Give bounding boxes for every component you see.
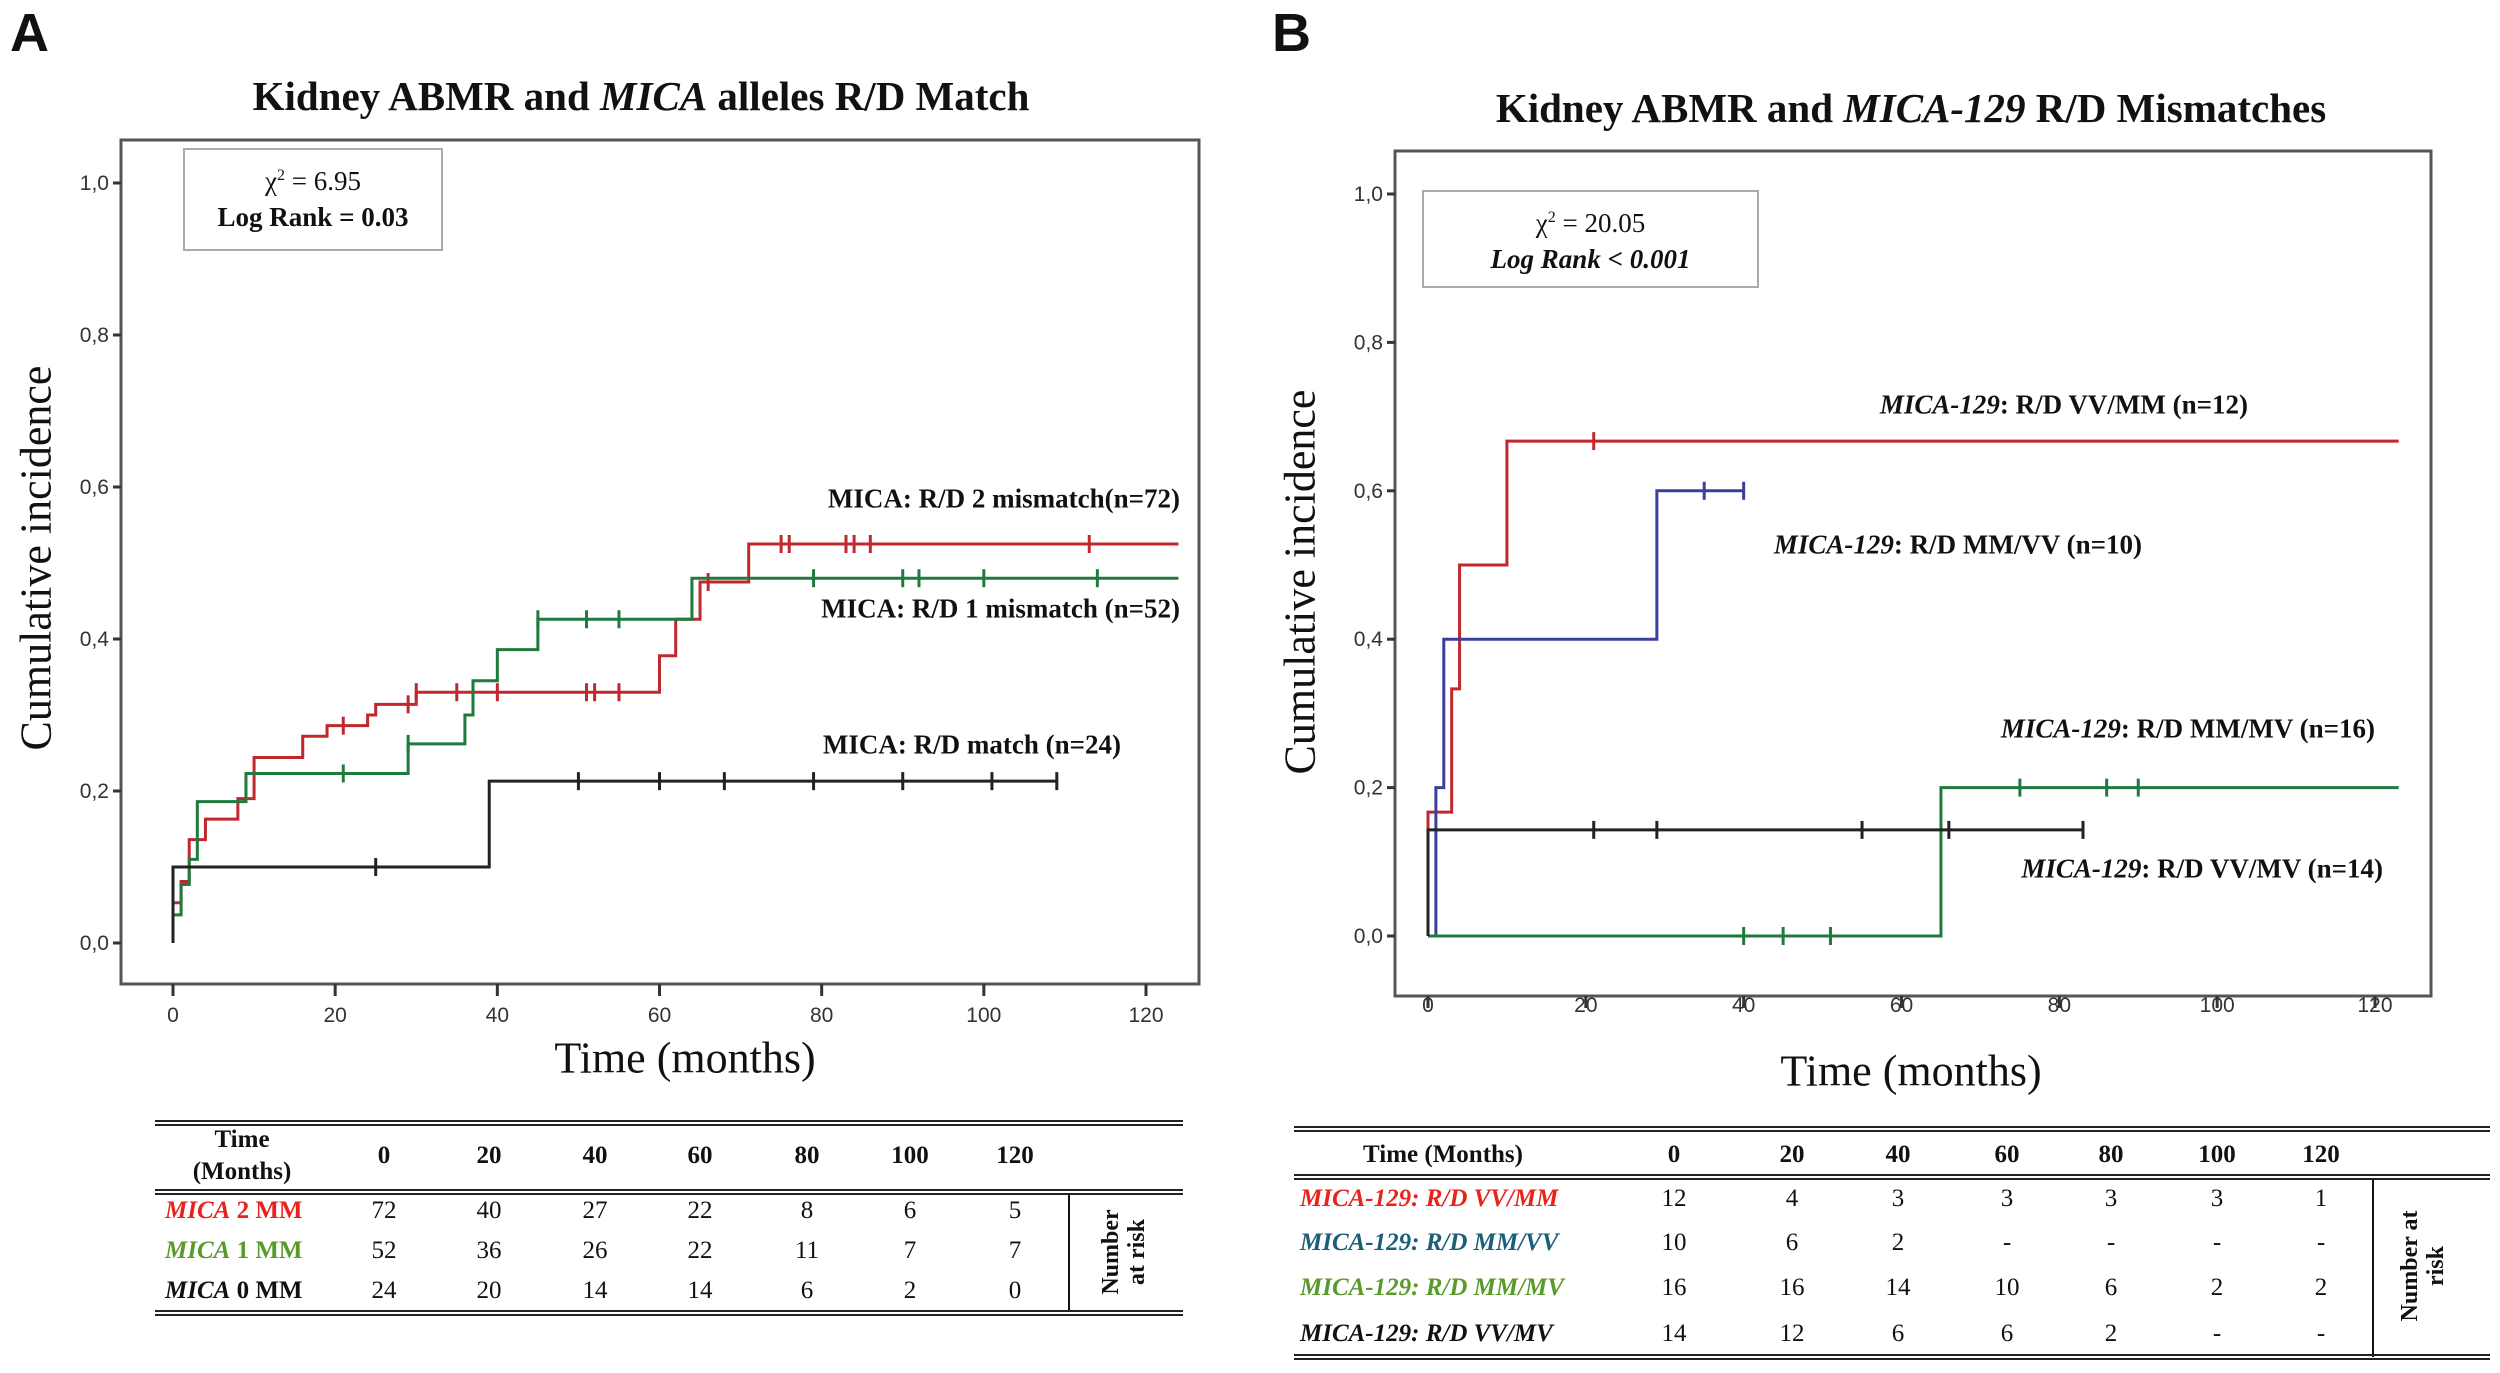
panel-label-b: B <box>1272 3 1311 63</box>
km-curve-1 <box>1428 489 1744 938</box>
x-tick-label: 80 <box>2048 994 2071 1017</box>
log-rank: Log Rank = 0.03 <box>217 202 409 232</box>
annotation-match: MICA: R/D match (n=24) <box>822 729 1121 760</box>
x-tick-label: 80 <box>810 1004 833 1027</box>
chart-title-b: Kidney ABMR and MICA-129 R/D Mismatches <box>1496 84 2326 132</box>
title-text: alleles R/D Match <box>707 73 1030 119</box>
x-axis-label-a: Time (months) <box>554 1033 816 1083</box>
chart-a: 0,0 0,2 0,4 0,6 0,8 1,0 0 20 40 60 80 100 120 <box>80 138 1201 1027</box>
plot-frame <box>1393 149 2433 998</box>
chi-sup: 2 <box>1547 209 1556 226</box>
text: : R/D MM/VV (n=10) <box>1893 529 2142 560</box>
y-tick-label: 0,8 <box>80 324 109 347</box>
panel-label-a: A <box>10 3 49 63</box>
x-tick-label: 120 <box>2357 994 2392 1017</box>
text: : R/D MM/MV (n=16) <box>2120 713 2375 744</box>
chi-square: χ2 = 20.05 <box>1424 200 1757 241</box>
x-tick-label: 20 <box>323 1004 346 1027</box>
x-tick-label: 100 <box>2200 994 2235 1017</box>
x-tick-label: 20 <box>1574 994 1597 1017</box>
gene: MICA-129 <box>1879 389 2000 420</box>
y-tick-label: 1,0 <box>80 172 109 195</box>
text: : R/D VV/MV (n=14) <box>2141 853 2383 884</box>
x-tick-label: 100 <box>966 1004 1001 1027</box>
text: : R/D VV/MM (n=12) <box>1999 389 2248 420</box>
gene: MICA-129 <box>2000 713 2121 744</box>
y-tick-label: 0,6 <box>80 476 109 499</box>
gene: MICA-129 <box>2021 853 2142 884</box>
chi-value: = 20.05 <box>1555 208 1646 238</box>
y-tick-label: 1,0 <box>1354 183 1383 206</box>
y-axis-label-b: Cumulative incidence <box>1275 389 1325 775</box>
chi-square: χ2 = 6.95 <box>185 158 441 199</box>
x-tick-label: 120 <box>1128 1004 1163 1027</box>
y-tick-label: 0,4 <box>80 628 110 651</box>
km-curve-2 <box>171 779 1057 943</box>
chi-value: = 6.95 <box>285 166 361 196</box>
annotation-1-mismatch: MICA: R/D 1 mismatch (n=52) <box>821 593 1180 624</box>
x-tick-label: 0 <box>167 1004 179 1027</box>
gene: MICA-129 <box>1773 529 1894 560</box>
annotation-mm-vv: MICA-129: R/D MM/VV (n=10) <box>1774 530 2142 561</box>
title-text: Kidney ABMR and <box>1495 85 1844 131</box>
chart-title-a: Kidney ABMR and MICA alleles R/D Match <box>253 72 1030 120</box>
x-tick-label: 60 <box>648 1004 671 1027</box>
y-axis-label-a: Cumulative incidence <box>11 365 61 751</box>
y-tick-label: 0,6 <box>1354 480 1383 503</box>
x-tick-label: 40 <box>486 1004 509 1027</box>
annotation-mm-mv: MICA-129: R/D MM/MV (n=16) <box>2001 714 2375 745</box>
title-text: R/D Mismatches <box>2025 85 2327 131</box>
y-tick-label: 0,2 <box>80 780 109 803</box>
annotation-vv-mm: MICA-129: R/D VV/MM (n=12) <box>1880 390 2248 421</box>
annotation-2-mismatch: MICA: R/D 2 mismatch(n=72) <box>827 483 1180 514</box>
y-tick-label: 0,2 <box>1354 777 1383 800</box>
stat-box-b: χ2 = 20.05 Log Rank < 0.001 <box>1422 190 1759 288</box>
y-tick-label: 0,0 <box>80 932 109 955</box>
log-rank: Log Rank < 0.001 <box>1490 244 1691 274</box>
title-gene: MICA-129 <box>1843 85 2026 131</box>
chi-sup: 2 <box>277 167 285 184</box>
annotation-vv-mv: MICA-129: R/D VV/MV (n=14) <box>2021 854 2383 885</box>
y-tick-label: 0,0 <box>1354 925 1383 948</box>
x-axis-label-b: Time (months) <box>1780 1046 2042 1096</box>
x-tick-label: 0 <box>1422 994 1434 1017</box>
chi-symbol: χ <box>265 166 277 196</box>
y-tick-label: 0,8 <box>1354 331 1383 354</box>
stat-box-a: χ2 = 6.95 Log Rank = 0.03 <box>183 148 443 251</box>
x-tick-label: 40 <box>1732 994 1755 1017</box>
km-curve-3 <box>1426 828 2084 936</box>
chi-symbol: χ <box>1535 208 1548 238</box>
plot-frame <box>119 138 1201 986</box>
title-text: Kidney ABMR and <box>252 73 601 119</box>
x-tick-label: 60 <box>1890 994 1913 1017</box>
title-gene: MICA <box>600 73 708 119</box>
km-curve-2 <box>1428 786 2399 938</box>
y-tick-label: 0,4 <box>1354 628 1384 651</box>
chart-b: 0,0 0,2 0,4 0,6 0,8 1,0 0 20 40 60 80 100 120 <box>1354 149 2433 1017</box>
